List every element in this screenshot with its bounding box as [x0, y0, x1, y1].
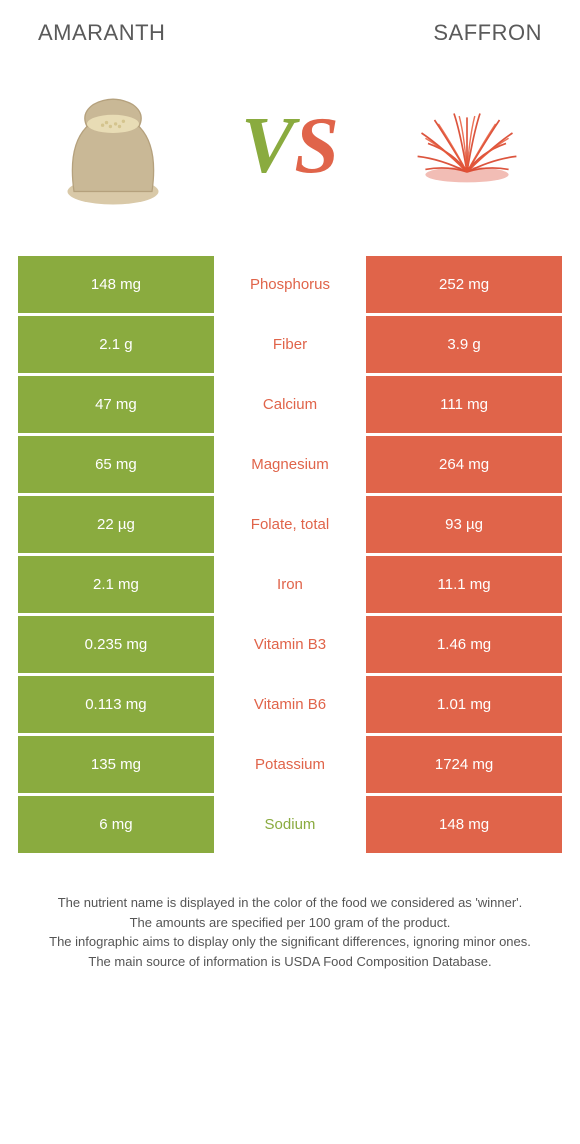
vs-v: V: [241, 102, 294, 190]
left-value: 22 µg: [18, 496, 214, 553]
nutrient-label: Vitamin B6: [214, 676, 366, 733]
saffron-image: [402, 81, 532, 211]
left-value: 47 mg: [18, 376, 214, 433]
right-value: 1.01 mg: [366, 676, 562, 733]
left-value: 2.1 mg: [18, 556, 214, 613]
left-value: 0.235 mg: [18, 616, 214, 673]
left-value: 65 mg: [18, 436, 214, 493]
nutrient-row: 0.113 mgVitamin B61.01 mg: [18, 676, 562, 733]
right-value: 93 µg: [366, 496, 562, 553]
nutrient-label: Folate, total: [214, 496, 366, 553]
hero-row: VS: [18, 66, 562, 226]
nutrient-label: Fiber: [214, 316, 366, 373]
nutrient-label: Sodium: [214, 796, 366, 853]
right-value: 111 mg: [366, 376, 562, 433]
right-value: 3.9 g: [366, 316, 562, 373]
footnote-line: The nutrient name is displayed in the co…: [28, 893, 552, 913]
left-food-title: Amaranth: [38, 20, 165, 46]
left-value: 148 mg: [18, 256, 214, 313]
nutrient-row: 2.1 mgIron11.1 mg: [18, 556, 562, 613]
nutrient-row: 6 mgSodium148 mg: [18, 796, 562, 853]
left-value: 6 mg: [18, 796, 214, 853]
nutrient-row: 135 mgPotassium1724 mg: [18, 736, 562, 793]
nutrient-row: 65 mgMagnesium264 mg: [18, 436, 562, 493]
nutrient-row: 148 mgPhosphorus252 mg: [18, 256, 562, 313]
vs-s: S: [294, 102, 339, 190]
nutrient-table: 148 mgPhosphorus252 mg2.1 gFiber3.9 g47 …: [18, 256, 562, 853]
right-value: 148 mg: [366, 796, 562, 853]
right-value: 252 mg: [366, 256, 562, 313]
nutrient-label: Vitamin B3: [214, 616, 366, 673]
footnote-line: The main source of information is USDA F…: [28, 952, 552, 972]
nutrient-label: Magnesium: [214, 436, 366, 493]
amaranth-image: [48, 81, 178, 211]
nutrient-label: Phosphorus: [214, 256, 366, 313]
nutrient-label: Potassium: [214, 736, 366, 793]
left-value: 2.1 g: [18, 316, 214, 373]
nutrient-row: 47 mgCalcium111 mg: [18, 376, 562, 433]
nutrient-row: 0.235 mgVitamin B31.46 mg: [18, 616, 562, 673]
right-value: 264 mg: [366, 436, 562, 493]
right-food-title: Saffron: [433, 20, 542, 46]
vs-label: VS: [241, 101, 339, 192]
footnote: The nutrient name is displayed in the co…: [18, 893, 562, 971]
titles-row: Amaranth Saffron: [18, 20, 562, 46]
right-value: 1724 mg: [366, 736, 562, 793]
nutrient-row: 2.1 gFiber3.9 g: [18, 316, 562, 373]
nutrient-label: Iron: [214, 556, 366, 613]
footnote-line: The amounts are specified per 100 gram o…: [28, 913, 552, 933]
right-value: 11.1 mg: [366, 556, 562, 613]
footnote-line: The infographic aims to display only the…: [28, 932, 552, 952]
nutrient-row: 22 µgFolate, total93 µg: [18, 496, 562, 553]
right-value: 1.46 mg: [366, 616, 562, 673]
left-value: 135 mg: [18, 736, 214, 793]
left-value: 0.113 mg: [18, 676, 214, 733]
nutrient-label: Calcium: [214, 376, 366, 433]
